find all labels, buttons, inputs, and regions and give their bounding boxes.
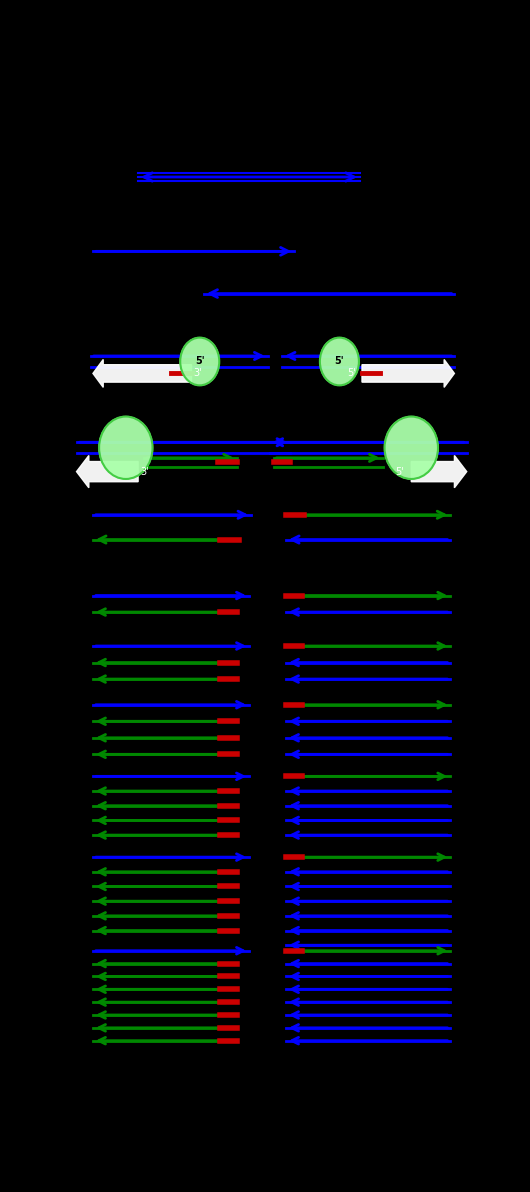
FancyArrow shape bbox=[362, 360, 454, 387]
FancyArrow shape bbox=[411, 455, 467, 488]
Ellipse shape bbox=[180, 337, 219, 385]
Ellipse shape bbox=[385, 416, 438, 479]
FancyArrow shape bbox=[76, 455, 138, 488]
Ellipse shape bbox=[99, 416, 153, 479]
Ellipse shape bbox=[320, 337, 359, 385]
Text: 5': 5' bbox=[395, 466, 404, 477]
Text: 5': 5' bbox=[334, 356, 344, 366]
Text: 3': 3' bbox=[140, 466, 149, 477]
Text: 3': 3' bbox=[193, 368, 202, 378]
FancyArrow shape bbox=[93, 360, 191, 387]
Text: 5': 5' bbox=[348, 368, 356, 378]
Text: 5': 5' bbox=[195, 356, 205, 366]
